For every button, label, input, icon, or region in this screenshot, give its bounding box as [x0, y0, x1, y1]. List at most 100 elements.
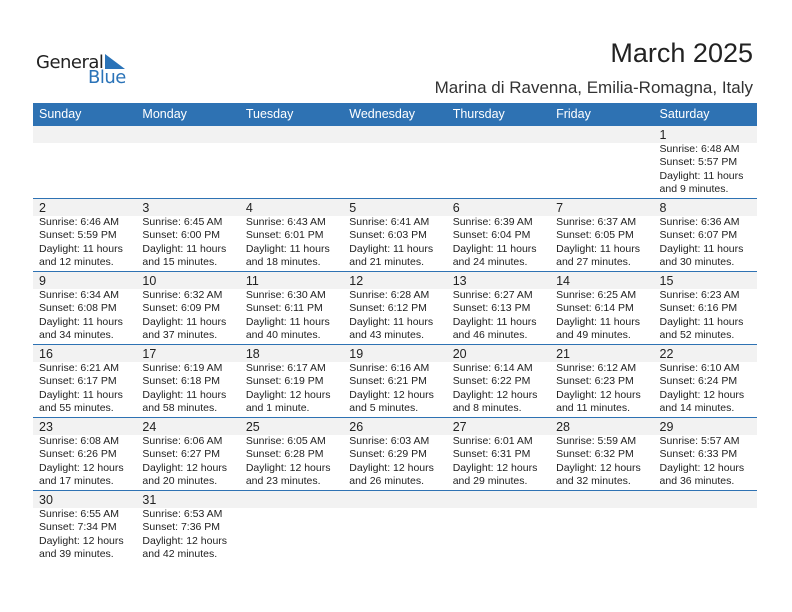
sunrise-text: Sunrise: 6:36 AM — [659, 216, 740, 228]
daylight2-text: and 20 minutes. — [142, 475, 218, 488]
day-number: 18 — [245, 347, 260, 361]
weekday-friday: Friday — [556, 107, 591, 121]
day-cell: 26 Sunrise: 6:03 AM Sunset: 6:29 PM Dayligh… — [343, 418, 446, 490]
sunset-text: Sunset: 6:32 PM — [556, 448, 634, 461]
daylight2-text: and 18 minutes. — [245, 256, 321, 269]
sunset-text: Sunset: 6:26 PM — [39, 448, 117, 461]
day-cell: 30 Sunrise: 6:55 AM Sunset: 7:34 PM Dayligh… — [33, 491, 136, 563]
daylight1-text: Daylight: 11 hours — [556, 242, 640, 255]
sunrise-text: Sunrise: 6:21 AM — [39, 362, 119, 374]
day-cell: 22 Sunrise: 6:10 AM Sunset: 6:24 PM Dayligh… — [654, 345, 757, 417]
daylight1-text: Daylight: 12 hours — [349, 461, 434, 474]
daylight2-text: and 34 minutes. — [39, 329, 114, 342]
day-number: 31 — [142, 493, 157, 507]
daylight2-text: and 26 minutes. — [349, 475, 424, 488]
sunrise-text: Sunrise: 6:32 AM — [142, 289, 223, 301]
weekday-saturday: Saturday — [659, 107, 710, 121]
sunrise-text: Sunrise: 6:43 AM — [245, 216, 326, 228]
day-cell: 20 Sunrise: 6:14 AM Sunset: 6:22 PM Dayligh… — [447, 345, 550, 417]
week-row: 30 Sunrise: 6:55 AM Sunset: 7:34 PM Dayligh… — [33, 490, 757, 563]
week-row: 1 Sunrise: 6:48 AM Sunset: 5:57 PM Daylight… — [33, 125, 757, 198]
empty-cell — [447, 126, 550, 198]
sunset-text: Sunset: 6:13 PM — [452, 302, 531, 315]
day-number: 25 — [245, 420, 260, 434]
day-cell: 7 Sunrise: 6:37 AM Sunset: 6:05 PM Daylight… — [550, 199, 653, 271]
daylight1-text: Daylight: 11 hours — [39, 242, 123, 255]
page-title: March 2025 — [610, 38, 753, 68]
day-cell: 25 Sunrise: 6:05 AM Sunset: 6:28 PM Dayligh… — [240, 418, 343, 490]
sunrise-text: Sunrise: 6:46 AM — [39, 216, 119, 228]
logo-triangle-icon — [105, 54, 125, 69]
daylight2-text: and 8 minutes. — [452, 402, 522, 415]
daylight1-text: Daylight: 11 hours — [39, 315, 123, 328]
week-row: 9 Sunrise: 6:34 AM Sunset: 6:08 PM Daylight… — [33, 271, 757, 344]
day-cell: 9 Sunrise: 6:34 AM Sunset: 6:08 PM Daylight… — [33, 272, 136, 344]
daylight2-text: and 24 minutes. — [452, 256, 528, 269]
daylight2-text: and 23 minutes. — [245, 475, 321, 488]
day-cell: 5 Sunrise: 6:41 AM Sunset: 6:03 PM Daylight… — [343, 199, 446, 271]
calendar-grid: Sunday Monday Tuesday Wednesday Thursday Frid… — [33, 103, 757, 563]
location-subtitle: Marina di Ravenna, Emilia-Romagna, Italy — [434, 78, 753, 97]
sunrise-text: Sunrise: 6:03 AM — [349, 435, 430, 447]
day-number-band — [33, 345, 757, 362]
daylight1-text: Daylight: 12 hours — [452, 461, 538, 474]
daylight1-text: Daylight: 12 hours — [142, 534, 228, 547]
daylight2-text: and 21 minutes. — [349, 256, 424, 269]
sunset-text: Sunset: 6:24 PM — [659, 375, 738, 388]
sunrise-text: Sunrise: 6:08 AM — [39, 435, 119, 447]
sunset-text: Sunset: 6:03 PM — [349, 229, 427, 242]
day-cell: 17 Sunrise: 6:19 AM Sunset: 6:18 PM Dayligh… — [136, 345, 239, 417]
day-number: 21 — [556, 347, 571, 361]
day-cell: 29 Sunrise: 5:57 AM Sunset: 6:33 PM Dayligh… — [654, 418, 757, 490]
sunrise-text: Sunrise: 6:27 AM — [452, 289, 533, 301]
day-number: 28 — [556, 420, 571, 434]
empty-cell — [447, 491, 550, 563]
sunset-text: Sunset: 6:23 PM — [556, 375, 634, 388]
daylight2-text: and 5 minutes. — [349, 402, 419, 415]
day-number: 2 — [39, 201, 46, 215]
daylight1-text: Daylight: 11 hours — [556, 315, 640, 328]
day-number: 29 — [659, 420, 674, 434]
sunset-text: Sunset: 6:00 PM — [142, 229, 221, 242]
daylight1-text: Daylight: 12 hours — [556, 388, 641, 401]
day-number: 3 — [142, 201, 150, 215]
day-cell: 23 Sunrise: 6:08 AM Sunset: 6:26 PM Dayligh… — [33, 418, 136, 490]
daylight1-text: Daylight: 11 hours — [349, 242, 434, 255]
empty-cell — [654, 491, 757, 563]
day-number-band — [33, 418, 757, 435]
day-cell: 11 Sunrise: 6:30 AM Sunset: 6:11 PM Dayligh… — [240, 272, 343, 344]
sunrise-text: Sunrise: 6:39 AM — [452, 216, 533, 228]
day-cell: 6 Sunrise: 6:39 AM Sunset: 6:04 PM Daylight… — [447, 199, 550, 271]
daylight2-text: and 37 minutes. — [142, 329, 218, 342]
day-cell: 14 Sunrise: 6:25 AM Sunset: 6:14 PM Dayligh… — [550, 272, 653, 344]
sunrise-text: Sunrise: 6:48 AM — [659, 143, 740, 155]
week-row: 16 Sunrise: 6:21 AM Sunset: 6:17 PM Dayligh… — [33, 344, 757, 417]
daylight1-text: Daylight: 11 hours — [142, 242, 227, 255]
day-number: 4 — [245, 201, 253, 215]
daylight1-text: Daylight: 11 hours — [659, 315, 744, 328]
day-cell: 18 Sunrise: 6:17 AM Sunset: 6:19 PM Dayligh… — [240, 345, 343, 417]
day-cell: 12 Sunrise: 6:28 AM Sunset: 6:12 PM Dayligh… — [343, 272, 446, 344]
daylight1-text: Daylight: 12 hours — [349, 388, 434, 401]
day-number: 12 — [349, 274, 364, 288]
sunrise-text: Sunrise: 6:05 AM — [245, 435, 326, 447]
day-number-band — [33, 491, 757, 508]
daylight2-text: and 11 minutes. — [556, 402, 631, 415]
day-number: 11 — [245, 274, 259, 288]
day-cell: 4 Sunrise: 6:43 AM Sunset: 6:01 PM Daylight… — [240, 199, 343, 271]
empty-cell — [343, 491, 446, 563]
sunset-text: Sunset: 6:11 PM — [245, 302, 323, 315]
daylight2-text: and 58 minutes. — [142, 402, 218, 415]
daylight2-text: and 32 minutes. — [556, 475, 631, 488]
sunrise-text: Sunrise: 6:30 AM — [245, 289, 326, 301]
weekday-header: Sunday Monday Tuesday Wednesday Thursday Frid… — [33, 103, 757, 125]
daylight2-text: and 9 minutes. — [659, 183, 729, 196]
daylight1-text: Daylight: 11 hours — [349, 315, 434, 328]
sunset-text: Sunset: 5:57 PM — [659, 156, 738, 169]
daylight2-text: and 12 minutes. — [39, 256, 114, 269]
sunset-text: Sunset: 6:29 PM — [349, 448, 427, 461]
sunset-text: Sunset: 6:27 PM — [142, 448, 221, 461]
day-cell: 8 Sunrise: 6:36 AM Sunset: 6:07 PM Daylight… — [654, 199, 757, 271]
day-cell: 24 Sunrise: 6:06 AM Sunset: 6:27 PM Dayligh… — [136, 418, 239, 490]
